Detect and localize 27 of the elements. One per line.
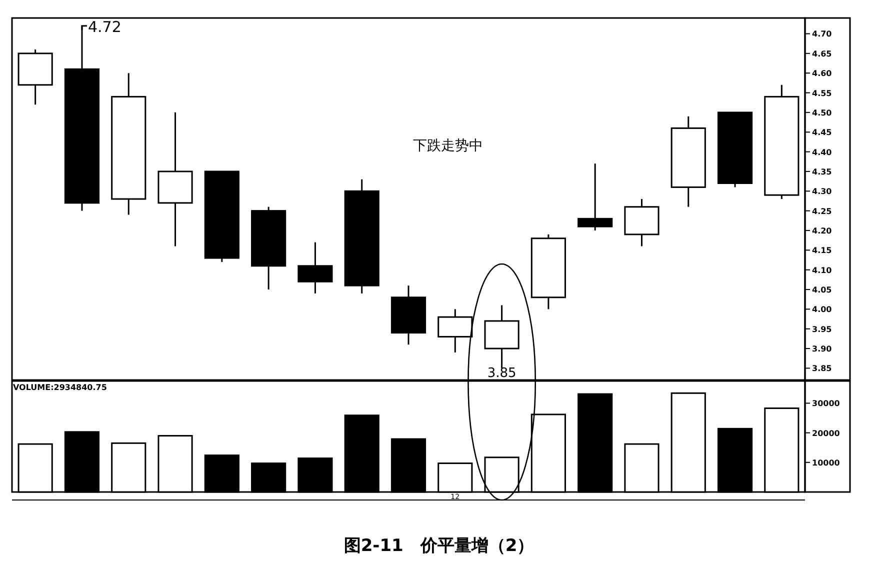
y-tick-label: 3.90 bbox=[812, 344, 832, 354]
y-tick-label: 4.15 bbox=[812, 246, 832, 256]
y-tick-label: 20000 bbox=[812, 428, 840, 438]
y-tick-label: 4.60 bbox=[812, 69, 832, 78]
y-tick-label: 4.55 bbox=[812, 88, 832, 98]
y-tick-label: 4.35 bbox=[812, 167, 832, 176]
candlestick bbox=[578, 162, 613, 232]
y-tick-label: 4.40 bbox=[812, 148, 832, 157]
y-tick-label: 4.25 bbox=[812, 206, 832, 216]
y-tick-label: 3.85 bbox=[812, 364, 832, 374]
y-tick-label: 10000 bbox=[812, 458, 840, 468]
y-tick-label: 4.45 bbox=[812, 128, 832, 138]
annotation: VOLUME:2934840.75 bbox=[13, 383, 108, 392]
y-tick-label: 4.65 bbox=[812, 49, 832, 58]
annotation: 3.85 bbox=[487, 366, 516, 381]
annotation: 下跌走势中 bbox=[413, 138, 483, 154]
y-tick-label: 4.20 bbox=[812, 226, 832, 236]
y-tick-label: 4.10 bbox=[812, 266, 832, 275]
y-tick-label: 4.30 bbox=[812, 187, 832, 196]
y-tick-label: 4.05 bbox=[812, 286, 832, 294]
y-tick-label: 4.50 bbox=[812, 108, 832, 118]
caption: 图2-11 价平量增（2） bbox=[344, 536, 534, 556]
y-tick-label: 3.95 bbox=[812, 324, 832, 334]
annotation: 4.72 bbox=[88, 18, 122, 36]
y-tick-label: 4.70 bbox=[812, 30, 832, 39]
y-tick-label: 30000 bbox=[812, 399, 840, 408]
y-tick-label: 4.00 bbox=[812, 305, 832, 314]
